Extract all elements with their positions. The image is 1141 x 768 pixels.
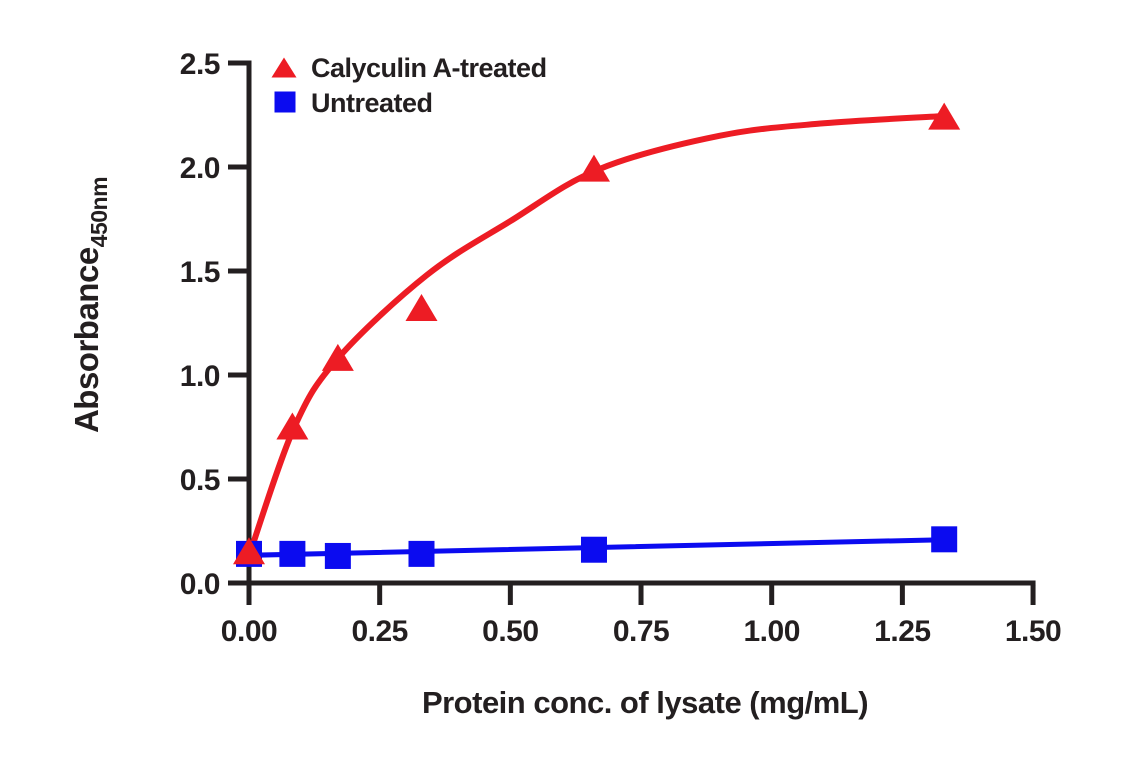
data-point-square-untreated xyxy=(931,526,958,553)
y-axis-title: Absorbance450nm xyxy=(68,177,112,433)
series-fit-curve-calyculin xyxy=(246,113,948,559)
y-tick-label: 0.0 xyxy=(180,568,220,601)
data-point-triangle-calyculin xyxy=(928,102,961,130)
data-point-triangle-calyculin xyxy=(233,537,265,565)
data-point-triangle-calyculin xyxy=(405,293,438,321)
y-axis-title-text: Absorbance xyxy=(68,247,105,433)
x-axis-title: Protein conc. of lysate (mg/mL) xyxy=(422,685,868,720)
y-tick-label: 2.0 xyxy=(180,152,220,185)
y-tick-label: 2.5 xyxy=(180,48,220,81)
data-point-square-untreated xyxy=(324,542,351,569)
data-point-square-untreated xyxy=(279,540,306,567)
y-tick-label: 1.5 xyxy=(180,256,220,289)
axis-ticks: 0.0 0.5 1.0 1.5 2.0 2.5 0.00 0.25 0.50 0.75 1.00 1.… xyxy=(180,48,1062,648)
x-tick-label: 0.75 xyxy=(613,615,669,648)
plot-axes xyxy=(246,60,1036,586)
x-tick-label: 1.25 xyxy=(874,615,930,648)
legend-label: Untreated xyxy=(311,88,433,118)
legend-triangle-icon xyxy=(271,57,297,78)
data-point-square-untreated xyxy=(408,540,435,567)
x-tick-label: 0.00 xyxy=(221,615,277,648)
x-tick-label: 0.25 xyxy=(351,615,407,648)
y-tick-label: 1.0 xyxy=(180,360,220,393)
y-tick-label: 0.5 xyxy=(180,464,220,497)
data-point-triangle-calyculin xyxy=(276,412,309,440)
legend-label: Calyculin A-treated xyxy=(311,53,547,83)
axis-lines xyxy=(246,60,1036,586)
y-axis-title-subscript: 450nm xyxy=(86,177,112,247)
data-point-square-untreated xyxy=(580,536,607,563)
chart-legend: Calyculin A-treated Untreated xyxy=(271,53,547,118)
x-tick-label: 1.00 xyxy=(744,615,800,648)
x-tick-label: 0.50 xyxy=(482,615,538,648)
data-point-triangle-calyculin xyxy=(321,343,354,371)
x-tick-label: 1.50 xyxy=(1005,615,1061,648)
legend-square-icon xyxy=(274,91,296,113)
data-series xyxy=(233,102,961,569)
data-point-triangle-calyculin xyxy=(577,154,610,182)
